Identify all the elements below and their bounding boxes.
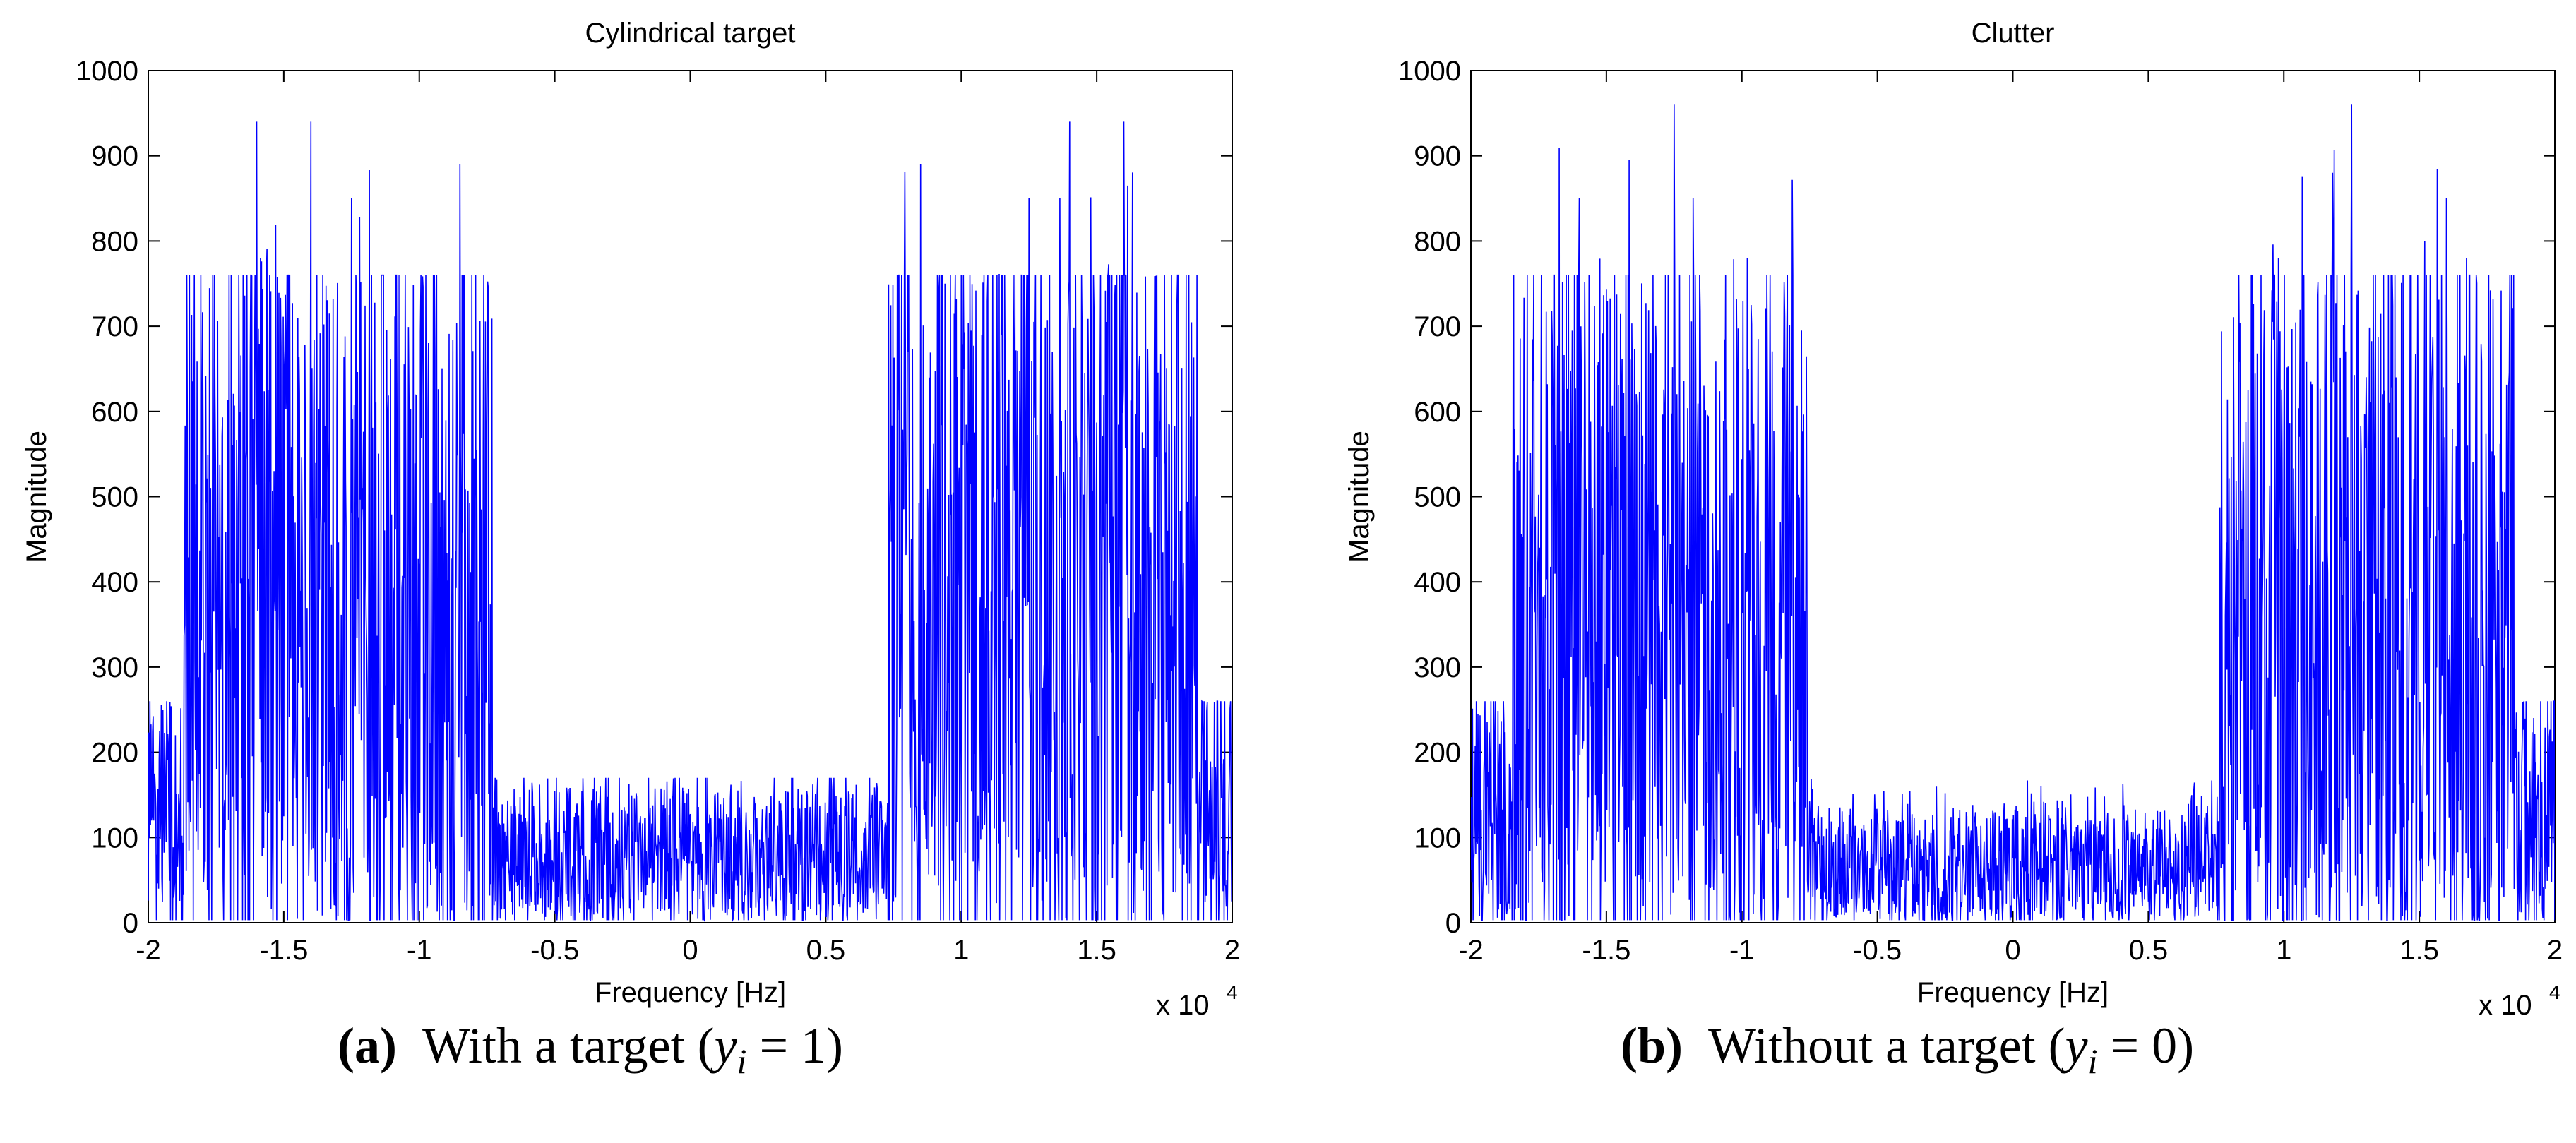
y-tick-label: 200	[91, 738, 138, 769]
y-tick-label: 700	[91, 311, 138, 342]
y-tick-label: 0	[1445, 908, 1461, 939]
x-tick-label: -2	[1458, 935, 1484, 966]
caption-a-rest: = 1)	[746, 1017, 844, 1074]
y-tick-label: 800	[1414, 226, 1461, 257]
caption-b-letter: (b)	[1621, 1017, 1683, 1074]
y-axis-label: Magnitude	[1344, 431, 1375, 563]
x-tick-label: 0	[2005, 935, 2020, 966]
x-tick-label: 0.5	[2129, 935, 2169, 966]
x-tick-label: -2	[136, 935, 161, 966]
x-tick-label: -1	[1729, 935, 1755, 966]
y-tick-label: 500	[91, 482, 138, 513]
x-axis-label: Frequency [Hz]	[595, 977, 786, 1008]
y-tick-label: 100	[91, 822, 138, 854]
y-tick-label: 800	[91, 226, 138, 257]
y-tick-label: 500	[1414, 482, 1461, 513]
x-tick-label: -1	[407, 935, 432, 966]
y-tick-label: 0	[123, 908, 138, 939]
y-tick-label: 300	[91, 652, 138, 683]
x-tick-label: 1	[2276, 935, 2291, 966]
y-tick-label: 1000	[1398, 56, 1461, 87]
chart-panel-b: Clutter 0 100 200 300 400 500 600 700 800 900 1000 -…	[1344, 18, 2563, 1021]
y-axis-label: Magnitude	[21, 431, 52, 563]
y-tick-label: 900	[91, 141, 138, 172]
x-multiplier-exponent: 4	[2549, 981, 2560, 1003]
x-tick-label: -1.5	[1582, 935, 1630, 966]
caption-b-text: Without a target (	[1708, 1017, 2065, 1074]
x-tick-label: 0.5	[806, 935, 846, 966]
x-tick-label: -0.5	[530, 935, 579, 966]
x-multiplier: x 10	[2479, 990, 2532, 1021]
spectrum-series-line	[1471, 104, 2555, 921]
x-axis-label: Frequency [Hz]	[1917, 977, 2109, 1008]
x-tick-label: 0	[682, 935, 698, 966]
caption-a-var: y	[714, 1017, 737, 1074]
chart-panel-a: Cylindrical target 0 100 200 300 400 500 600 700…	[21, 18, 1240, 1021]
caption-a: (a) With a target (yi = 1)	[338, 1017, 843, 1084]
caption-b: (b) Without a target (yi = 0)	[1621, 1017, 2194, 1084]
chart-title: Clutter	[1972, 18, 2055, 49]
chart-title: Cylindrical target	[585, 18, 796, 49]
y-tick-label: 400	[1414, 567, 1461, 598]
y-tick-label: 100	[1414, 822, 1461, 854]
y-tick-label: 1000	[76, 56, 138, 87]
x-multiplier: x 10	[1156, 990, 1210, 1021]
caption-b-var: y	[2065, 1017, 2088, 1074]
y-tick-label: 600	[1414, 397, 1461, 428]
y-tick-label: 400	[91, 567, 138, 598]
y-tick-label: 600	[91, 397, 138, 428]
x-multiplier-exponent: 4	[1227, 981, 1238, 1003]
x-tick-label: 1	[953, 935, 969, 966]
y-tick-label: 300	[1414, 652, 1461, 683]
caption-a-text: With a target (	[422, 1017, 715, 1074]
y-tick-label: 200	[1414, 738, 1461, 769]
x-tick-label: 2	[2547, 935, 2563, 966]
x-tick-label: 1.5	[2399, 935, 2439, 966]
x-tick-label: 2	[1224, 935, 1240, 966]
x-tick-label: -1.5	[259, 935, 308, 966]
spectrum-series-line	[148, 121, 1232, 923]
x-tick-label: 1.5	[1077, 935, 1116, 966]
y-tick-label: 700	[1414, 311, 1461, 342]
y-tick-label: 900	[1414, 141, 1461, 172]
caption-b-sub: i	[2087, 1041, 2098, 1082]
caption-b-rest: = 0)	[2097, 1017, 2195, 1074]
caption-a-sub: i	[737, 1041, 747, 1082]
caption-a-letter: (a)	[338, 1017, 397, 1074]
x-tick-label: -0.5	[1853, 935, 1902, 966]
